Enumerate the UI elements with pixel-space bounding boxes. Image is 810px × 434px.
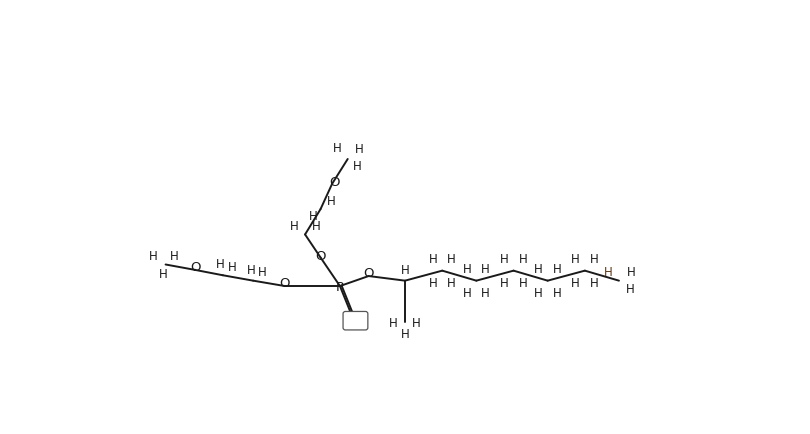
Text: H: H [216,258,225,270]
Text: H: H [518,252,527,265]
Text: O: O [364,266,374,279]
Text: H: H [500,252,509,265]
Text: H: H [603,265,612,278]
Text: H: H [246,263,255,276]
Text: H: H [463,287,471,300]
Text: H: H [552,262,561,275]
Text: H: H [228,260,237,273]
Text: H: H [447,252,456,265]
Text: O: O [279,276,290,289]
Text: O: O [315,249,326,262]
Text: H: H [534,287,543,300]
Text: H: H [625,282,634,295]
Text: O: O [330,175,339,188]
Text: H: H [428,252,437,265]
Text: H: H [309,210,318,223]
Text: H: H [552,287,561,300]
Text: H: H [332,141,341,155]
Text: H: H [447,277,456,290]
Text: H: H [571,277,580,290]
Text: H: H [412,316,421,329]
Text: H: H [313,219,321,232]
Text: H: H [500,277,509,290]
Text: H: H [463,262,471,275]
Text: H: H [149,249,158,262]
Text: H: H [534,262,543,275]
Text: H: H [590,252,599,265]
Text: H: H [258,265,266,278]
Text: H: H [571,252,580,265]
Text: H: H [355,142,364,155]
Text: H: H [401,328,409,341]
Text: P: P [336,280,344,293]
Text: =: = [347,315,356,327]
Text: H: H [481,262,490,275]
Text: S: S [354,315,362,327]
Text: H: H [627,265,636,278]
Text: H: H [159,268,168,281]
Text: H: H [170,249,178,262]
Text: H: H [518,277,527,290]
Text: H: H [401,263,409,276]
Text: H: H [590,277,599,290]
Text: H: H [481,287,490,300]
Text: H: H [352,159,361,172]
Text: O: O [190,260,200,273]
Text: H: H [290,219,299,232]
Text: H: H [428,277,437,290]
FancyBboxPatch shape [343,312,368,330]
Text: H: H [389,316,398,329]
Text: H: H [327,194,336,207]
